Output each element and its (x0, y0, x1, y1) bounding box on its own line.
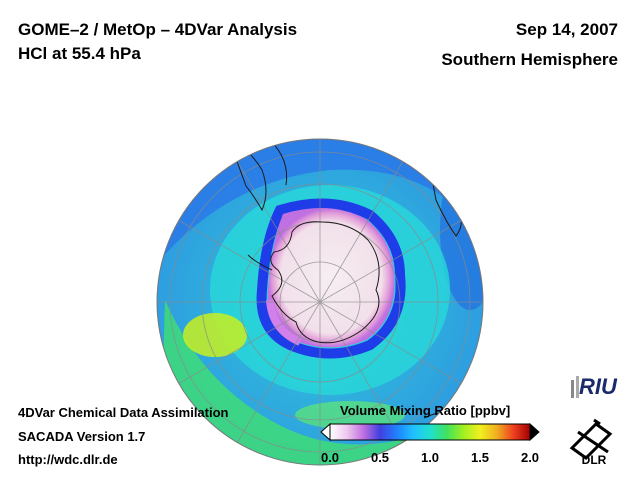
antarctica-coast (270, 221, 380, 344)
colorbar (320, 422, 540, 442)
globe-outline (156, 138, 484, 466)
riu-logo: RIU (565, 370, 625, 409)
footer-line-2: SACADA Version 1.7 (18, 429, 146, 444)
colorbar-tick-label: 1.0 (420, 450, 440, 465)
green-band-south (160, 300, 483, 465)
colorbar-arrow-right (529, 422, 540, 442)
riu-pillar-2 (576, 376, 579, 398)
vortex-edge-ring (256, 198, 406, 359)
colorbar-tick-label: 2.0 (520, 450, 540, 465)
colorbar-arrow-left (320, 422, 331, 442)
footer-link[interactable]: http://wdc.dlr.de (18, 452, 118, 467)
blue-band-north (160, 139, 480, 260)
colorbar-tick-label: 1.5 (470, 450, 490, 465)
dlr-logo-text: DLR (582, 453, 607, 466)
yellow-patch (183, 313, 247, 357)
colorbar-label: Volume Mixing Ratio [ppbv] (340, 403, 511, 418)
colorbar-tick-label: 0.0 (320, 450, 340, 465)
map-region: Southern Hemisphere (441, 50, 618, 69)
antarctic-peninsula (247, 254, 273, 271)
vortex-pink-edge (266, 299, 302, 346)
riu-logo-text: RIU (579, 374, 618, 399)
dlr-logo: DLR (566, 412, 622, 471)
graticule (157, 139, 483, 465)
riu-pillar-1 (571, 380, 574, 398)
green-patch (295, 401, 405, 429)
south-america-coast (231, 139, 267, 212)
colorbar-tick-label: 0.5 (370, 450, 390, 465)
map-title: GOME–2 / MetOp – 4DVar Analysis (18, 20, 298, 39)
dlr-logo-mark (569, 418, 613, 460)
map-subtitle: HCl at 55.4 hPa (18, 44, 141, 63)
colorbar-gradient (329, 423, 531, 441)
map-date: Sep 14, 2007 (515, 20, 618, 39)
footer-line-1: 4DVar Chemical Data Assimilation (18, 405, 229, 420)
polar-vortex (267, 208, 395, 348)
